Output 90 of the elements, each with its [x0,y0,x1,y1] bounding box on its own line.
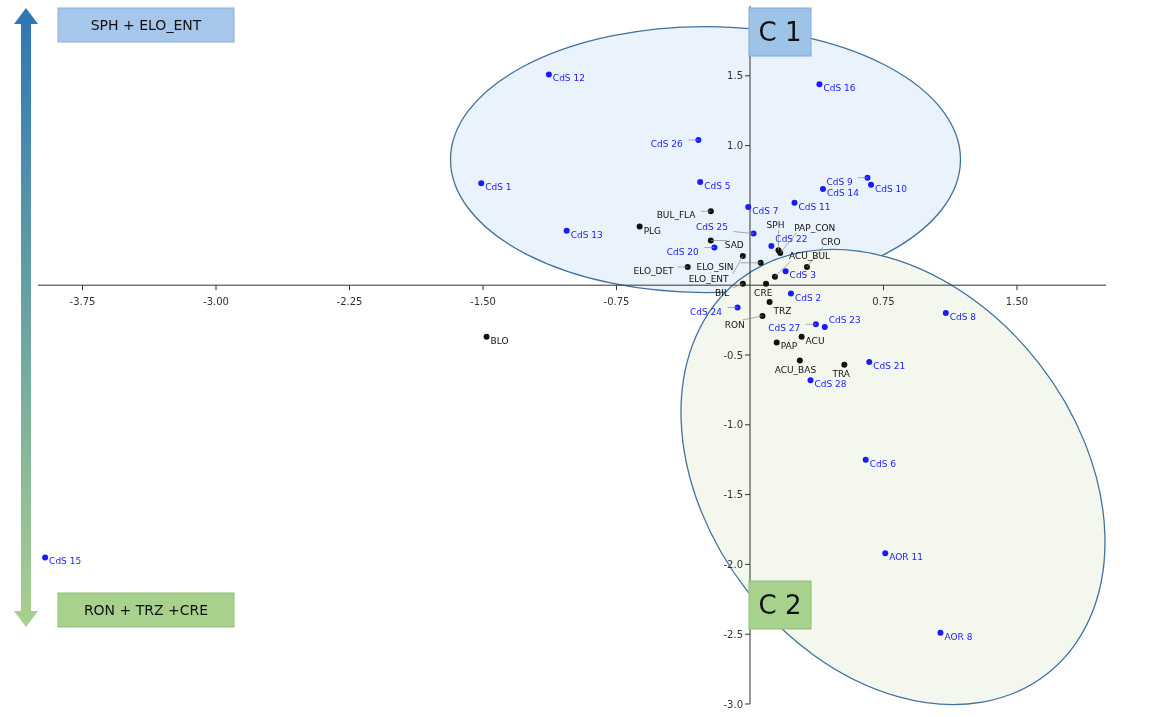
annotation: RON [724,319,745,330]
point [821,324,828,331]
x-tick-label: 0.75 [872,296,895,308]
annotation: BLO [490,335,509,346]
point [768,243,775,250]
x-tick-label: -1.50 [470,296,496,308]
point [937,629,944,636]
annotation: ELO_SIN [696,261,734,272]
point [791,199,798,206]
x-tick-label: -3.00 [203,296,229,308]
annotation: CdS 9 [826,176,854,187]
point [862,456,869,463]
annotation: BUL_FLA [656,210,697,221]
y-tick-label: -2.5 [723,628,743,640]
annotation: ACU_BAS [774,364,817,375]
annotation: ELO_DET [633,266,675,277]
annotation: CdS 6 [869,458,897,469]
annotation: CdS 28 [814,379,847,390]
point [697,178,704,185]
annotation: ELO_ENT [688,273,730,284]
annotation: CRE [754,287,773,298]
annotation: CdS 20 [666,246,700,257]
annotation: CdS 14 [826,187,860,198]
point [866,358,873,365]
annotation: TRA [831,368,851,379]
annotation: CdS 25 [695,221,728,232]
x-tick-label: -2.25 [336,296,363,308]
annotation: CdS 23 [828,315,861,326]
annotation: SAD [724,239,744,250]
annotation: CdS 11 [798,201,831,212]
annotation: CdS 24 [689,306,723,317]
annotation: CdS 10 [875,183,908,194]
annotation: CdS 15 [49,556,82,567]
annotation: ACU [805,335,825,346]
point [816,81,823,88]
annotation: CdS 27 [768,323,801,334]
point [478,180,485,187]
x-tick-label: -0.75 [603,296,630,308]
point [868,181,875,188]
annotation: PLG [643,225,662,236]
annotation: CdS 5 [704,180,731,191]
annotation: ACU_BUL [788,250,831,261]
annotation: PAP_CON [794,223,836,234]
x-tick-label: 1.50 [1005,296,1029,308]
y-tick-label: -3.0 [723,698,743,710]
annotation: CdS 21 [873,360,906,371]
point [942,310,949,317]
x-tick-label: -3.75 [69,296,96,308]
annotation: CdS 22 [775,234,808,245]
point [763,280,770,287]
annotation: CdS 12 [552,73,585,84]
point [782,268,789,275]
annotation: TRZ [772,305,792,316]
annotation: SPH + ELO_ENT [90,17,202,34]
point [42,554,49,561]
point [483,333,490,340]
annotation: CdS 16 [823,83,856,94]
point [545,71,552,78]
annotation: C 1 [758,17,802,48]
annotation: PAP [780,341,798,352]
annotation: CdS 1 [485,182,512,193]
point [773,339,780,346]
annotation: CdS 26 [650,139,684,150]
annotation: CdS 13 [570,229,603,240]
annotation: CdS 2 [794,292,822,303]
annotation: CdS 8 [949,312,977,323]
annotation: RON + TRZ +CRE [83,602,209,619]
point [798,333,805,340]
annotation: C 2 [758,590,802,621]
y-tick-label: -1.5 [723,489,743,501]
y-tick-label: 1.0 [727,140,743,152]
point [882,550,889,557]
annotation: SPH [766,220,785,231]
annotation: CdS 3 [789,270,816,281]
point [766,298,773,305]
y-tick-label: 1.5 [727,70,743,82]
point [745,204,752,211]
annotation: CdS 7 [752,206,779,217]
y-tick-label: -0.5 [723,349,743,361]
point [807,377,814,384]
y-tick-label: -1.0 [723,419,743,431]
point [636,223,643,230]
annotation: AOR 11 [889,552,923,563]
annotation: CRO [820,237,841,248]
point [796,357,803,364]
point [819,185,826,192]
point [841,361,848,368]
point [787,290,794,297]
annotation: AOR 8 [944,631,973,642]
point [563,227,570,234]
